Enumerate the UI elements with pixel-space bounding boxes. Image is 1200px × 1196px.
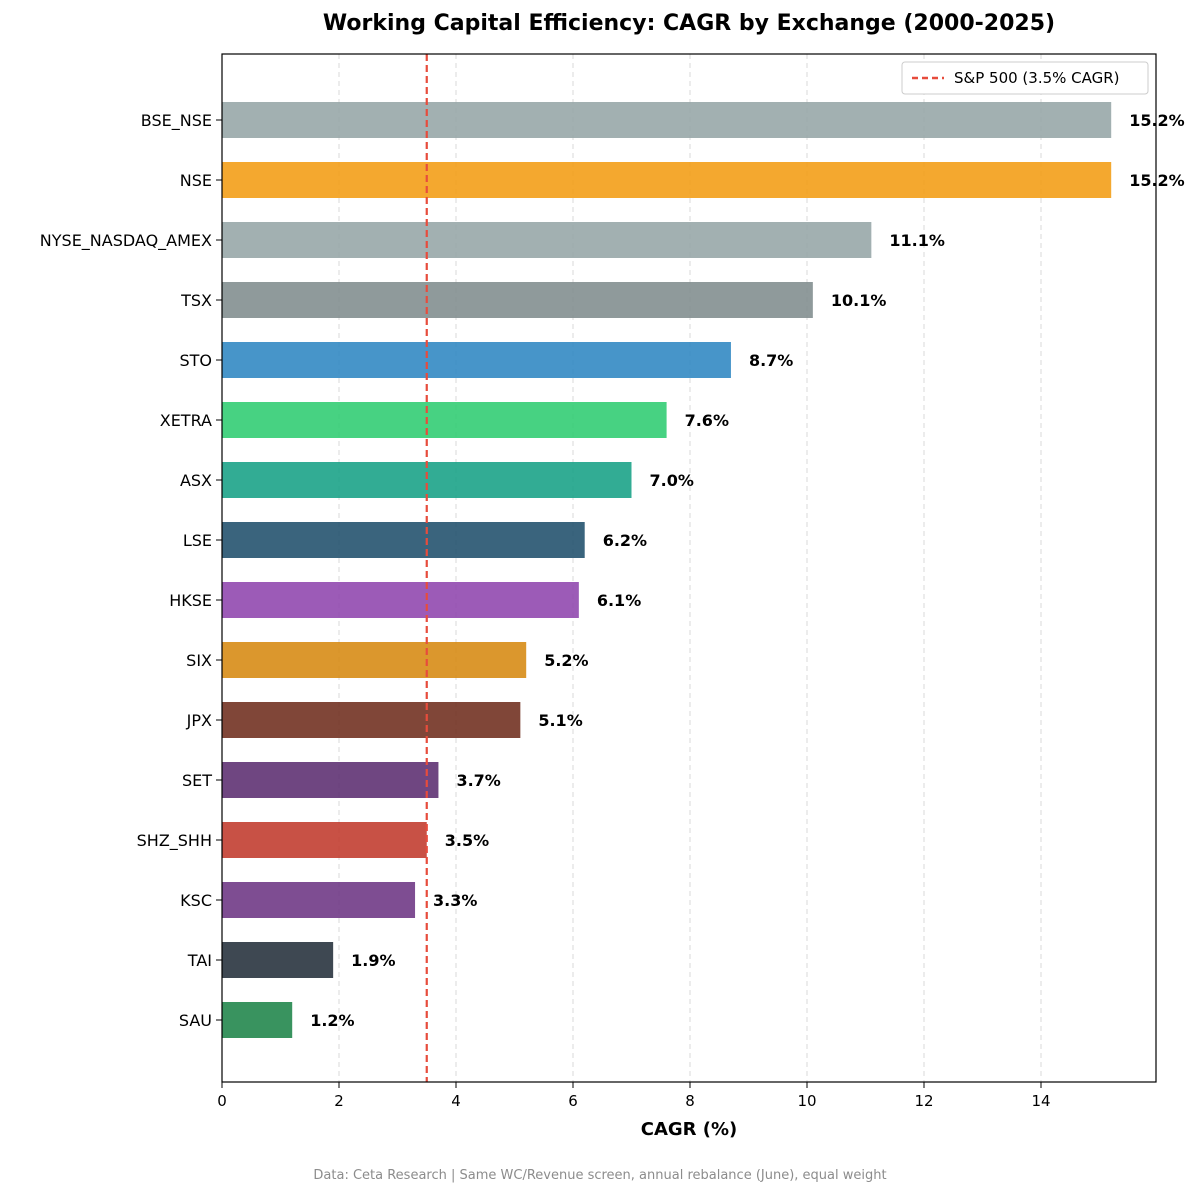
value-label: 7.0% [650,471,694,490]
y-tick-label: JPX [186,711,212,730]
y-tick-label: SHZ_SHH [137,831,212,851]
value-label: 3.7% [456,771,500,790]
legend-box [901,61,1149,95]
bar-set [222,762,439,798]
value-labels: 15.2% 15.2% 11.1% 10.1% 8.7% 7.6% 7.0% 6.2% 6.1%… [310,111,1185,1030]
x-tick-label: 8 [685,1092,695,1110]
y-tick-label: TAI [187,951,212,970]
y-tick-label: XETRA [160,411,212,430]
value-label: 5.1% [538,711,582,730]
x-tick-label: 6 [568,1092,578,1110]
value-label: 1.9% [351,951,395,970]
y-tick-label: ASX [180,471,212,490]
y-tick-label: SET [182,771,212,790]
x-tick-label: 10 [797,1092,816,1110]
x-tick-label: 14 [1031,1092,1050,1110]
bar-nse [222,162,1112,198]
value-label: 7.6% [685,411,729,430]
plot-frame [221,53,1157,1083]
bars [222,102,1112,1038]
y-tick-label: HKSE [169,591,212,610]
bar-hkse [222,582,579,618]
value-label: 10.1% [831,291,887,310]
bar-nyse_nasdaq_amex [222,222,872,258]
legend-label: S&P 500 (3.5% CAGR) [954,69,1120,87]
bar-tsx [222,282,813,318]
y-tick-label: NSE [180,171,212,190]
bar-tai [222,942,334,978]
x-tick-label: 4 [451,1092,461,1110]
y-tick-label: SIX [186,651,212,670]
value-label: 3.3% [433,891,477,910]
y-tick-label: SAU [179,1011,212,1030]
x-tick-label: 12 [914,1092,933,1110]
value-label: 15.2% [1129,171,1185,190]
y-tick-labels: BSE_NSE NSE NYSE_NASDAQ_AMEX TSX STO XETRA ASX… [40,111,222,1030]
grid [338,54,1042,1082]
bar-bse_nse [222,102,1112,138]
y-tick-label: STO [179,351,212,370]
value-label: 5.2% [544,651,588,670]
chart-title: Working Capital Efficiency: CAGR by Exch… [323,11,1055,36]
y-tick-label: BSE_NSE [141,111,212,131]
value-label: 6.1% [597,591,641,610]
bar-sau [222,1002,293,1038]
value-label: 6.2% [603,531,647,550]
bar-sto [222,342,731,378]
value-label: 8.7% [749,351,793,370]
bar-lse [222,522,585,558]
x-ticks: 0 2 4 6 8 10 12 14 [217,1082,1051,1110]
y-tick-label: LSE [183,531,212,550]
y-tick-label: KSC [180,891,212,910]
x-tick-label: 0 [217,1092,227,1110]
y-tick-label: NYSE_NASDAQ_AMEX [40,231,212,251]
x-axis-title: CAGR (%) [641,1119,738,1140]
bar-xetra [222,402,667,438]
x-tick-label: 2 [334,1092,344,1110]
value-label: 3.5% [445,831,489,850]
bar-jpx [222,702,521,738]
value-label: 11.1% [889,231,945,250]
footnote: Data: Ceta Research | Same WC/Revenue sc… [313,1168,887,1183]
y-tick-label: TSX [180,291,212,310]
value-label: 15.2% [1129,111,1185,130]
legend: S&P 500 (3.5% CAGR) [901,61,1149,95]
bar-chart: Working Capital Efficiency: CAGR by Exch… [40,11,1185,1140]
bar-ksc [222,882,416,918]
bar-shz_shh [222,822,427,858]
value-label: 1.2% [310,1011,354,1030]
bar-six [222,642,527,678]
